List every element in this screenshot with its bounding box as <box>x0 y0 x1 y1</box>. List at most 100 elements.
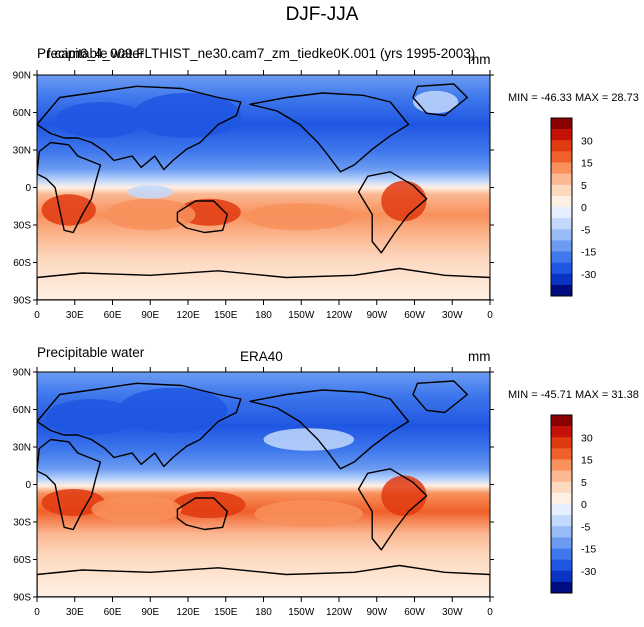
coastline <box>37 564 490 597</box>
lon-label: 120E <box>176 310 200 321</box>
lon-label: 60E <box>104 607 122 618</box>
colorbar-2-label: 15 <box>581 455 593 467</box>
colorbar-2-label: 30 <box>581 432 593 444</box>
colorbar-1-label: -15 <box>581 247 596 259</box>
anomaly-region <box>381 475 427 516</box>
colorbar-2-label: -15 <box>581 544 596 556</box>
anomaly-region <box>41 194 96 226</box>
lon-label: 0 <box>487 607 493 618</box>
colorbar-1-segment <box>551 284 572 297</box>
lon-label: 180 <box>255 607 272 618</box>
coastline <box>37 141 102 234</box>
colorbar-1-label: 15 <box>581 158 593 170</box>
colorbar-1-segment <box>551 207 572 219</box>
lat-label: 0 <box>25 480 31 491</box>
map-panel-2 <box>37 372 490 597</box>
colorbar-1-segment <box>551 162 572 174</box>
lon-label: 30W <box>442 310 463 321</box>
lon-label: 30E <box>66 607 84 618</box>
lon-label: 60W <box>404 607 425 618</box>
colorbar-2-segment <box>551 470 572 483</box>
coastline <box>176 497 229 531</box>
lat-label: 30N <box>13 443 31 454</box>
anomaly-region <box>127 185 173 199</box>
colorbar-1-segment <box>551 262 572 275</box>
anomaly-region <box>55 102 146 138</box>
lat-label: 60N <box>13 108 31 119</box>
lon-label: 150W <box>288 607 315 618</box>
colorbar-2-label: 5 <box>581 477 587 489</box>
colorbar-2-segment <box>551 437 572 449</box>
lon-label: 120W <box>326 607 353 618</box>
colorbar-2-segment <box>551 537 572 549</box>
coastline <box>37 438 102 531</box>
panel2-left-title: Precipitable water <box>37 345 145 360</box>
colorbar-2-label: -30 <box>581 566 596 578</box>
colorbar-1-segment <box>551 273 572 286</box>
coastline <box>249 92 410 173</box>
anomaly-region <box>381 180 427 222</box>
colorbar-2-segment <box>551 459 572 471</box>
panel2-units: mm <box>468 349 491 364</box>
colorbar-1-segment <box>551 118 572 130</box>
lat-label: 90S <box>13 296 31 307</box>
lat-label: 60N <box>13 405 31 416</box>
anomaly-region <box>412 90 459 114</box>
lon-label: 0 <box>487 310 493 321</box>
coastline <box>249 389 410 470</box>
colorbar-2-label: 0 <box>581 499 587 511</box>
figure-title: DJF-JJA <box>285 4 359 25</box>
lon-label: 150E <box>214 607 238 618</box>
lon-label: 90W <box>366 310 387 321</box>
colorbar-2-segment <box>551 526 572 538</box>
coastline <box>37 85 242 171</box>
lon-label: 0 <box>34 607 40 618</box>
colorbar-2-segment <box>551 448 572 460</box>
colorbar-2-label: -5 <box>581 521 590 533</box>
lon-label: 90E <box>141 310 159 321</box>
anomaly-region <box>263 428 355 451</box>
colorbar-2-frame <box>550 414 573 594</box>
lat-label: 30S <box>13 518 31 529</box>
coastline <box>37 267 490 300</box>
lon-label: 60W <box>404 310 425 321</box>
colorbar-1-label: -5 <box>581 224 590 236</box>
coastline <box>357 468 428 551</box>
anomaly-region <box>104 198 196 231</box>
lon-label: 0 <box>34 310 40 321</box>
panel1-left-title: Precipitable water <box>37 46 145 61</box>
colorbar-2-segment <box>551 415 572 427</box>
lon-label: 120E <box>176 607 200 618</box>
lat-label: 0 <box>25 183 31 194</box>
anomaly-region <box>118 387 228 433</box>
lon-label: 60E <box>104 310 122 321</box>
lon-label: 150W <box>288 310 315 321</box>
colorbar-1-label: 0 <box>581 202 587 214</box>
colorbar-2-segment <box>551 504 572 516</box>
lon-label: 90W <box>366 607 387 618</box>
colorbar-2-segment <box>551 581 572 594</box>
colorbar-2-segment <box>551 570 572 583</box>
colorbar-1-segment <box>551 218 572 230</box>
colorbar-1-segment <box>551 140 572 152</box>
colorbar-1-label: 5 <box>581 180 587 192</box>
lon-label: 30W <box>442 607 463 618</box>
colorbar-1-segment <box>551 151 572 163</box>
colorbar-1-segment <box>551 229 572 241</box>
anomaly-region <box>132 93 241 138</box>
panel1-center-title: f.cam6_4_009.FLTHIST_ne30.cam7_zm_tiedke… <box>47 46 476 61</box>
panel2-min-max: MIN = -45.71 MAX = 31.38 <box>508 389 639 401</box>
coastline <box>412 380 468 414</box>
colorbar-2-segment <box>551 481 572 494</box>
colorbar-2-segment <box>551 426 572 438</box>
anomaly-region <box>245 203 355 231</box>
anomaly-region <box>254 500 364 528</box>
coastline <box>357 171 428 254</box>
lat-label: 60S <box>13 258 31 269</box>
anomaly-region <box>46 399 137 435</box>
panel1-units: mm <box>468 52 491 67</box>
colorbar-1-segment <box>551 251 572 263</box>
colorbar-1-frame <box>550 117 573 297</box>
panel1-min-max: MIN = -46.33 MAX = 28.73 <box>508 92 639 104</box>
lon-label: 120W <box>326 310 353 321</box>
